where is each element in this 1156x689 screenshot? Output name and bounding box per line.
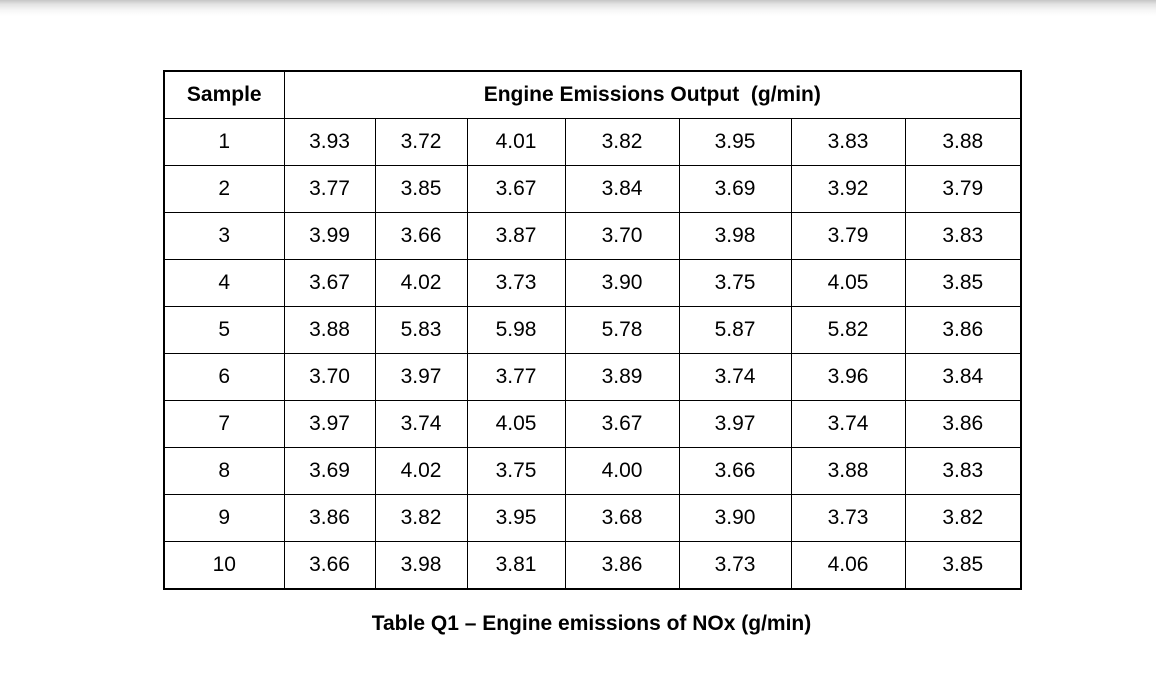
table-row: 9 3.86 3.82 3.95 3.68 3.90 3.73 3.82 <box>163 494 1022 542</box>
sample-number-cell: 4 <box>163 259 285 307</box>
emission-value-cell: 5.82 <box>790 306 906 354</box>
table-row: 7 3.97 3.74 4.05 3.67 3.97 3.74 3.86 <box>163 400 1022 448</box>
emission-value-cell: 3.77 <box>466 353 566 401</box>
emission-value-cell: 3.79 <box>790 212 906 260</box>
emission-value-cell: 3.75 <box>466 447 566 495</box>
emission-value-cell: 3.69 <box>678 165 792 213</box>
emission-value-cell: 3.99 <box>283 212 376 260</box>
emission-value-cell: 3.82 <box>904 494 1022 542</box>
emission-value-cell: 3.86 <box>904 306 1022 354</box>
table-body: 1 3.93 3.72 4.01 3.82 3.95 3.83 3.88 2 3.77 3.85 3.… <box>163 118 1022 590</box>
sample-column-header: Sample <box>163 70 285 119</box>
emission-value-cell: 3.83 <box>790 118 906 166</box>
sample-number-cell: 10 <box>163 541 285 590</box>
emission-value-cell: 3.75 <box>678 259 792 307</box>
sample-number-cell: 7 <box>163 400 285 448</box>
table-row: 10 3.66 3.98 3.81 3.86 3.73 4.06 3.85 <box>163 541 1022 590</box>
emission-value-cell: 3.73 <box>466 259 566 307</box>
emission-value-cell: 3.70 <box>564 212 680 260</box>
emission-value-cell: 5.98 <box>466 306 566 354</box>
emission-value-cell: 3.74 <box>374 400 468 448</box>
header-row: Sample Engine Emissions Output (g/min) <box>163 70 1022 119</box>
emission-value-cell: 4.02 <box>374 259 468 307</box>
emission-value-cell: 3.66 <box>678 447 792 495</box>
emission-value-cell: 3.88 <box>283 306 376 354</box>
emission-value-cell: 3.74 <box>790 400 906 448</box>
emission-value-cell: 3.96 <box>790 353 906 401</box>
emission-value-cell: 3.67 <box>466 165 566 213</box>
emission-value-cell: 4.06 <box>790 541 906 590</box>
emissions-output-header: Engine Emissions Output (g/min) <box>283 70 1022 119</box>
sample-number-cell: 6 <box>163 353 285 401</box>
table-row: 6 3.70 3.97 3.77 3.89 3.74 3.96 3.84 <box>163 353 1022 401</box>
emission-value-cell: 3.68 <box>564 494 680 542</box>
sample-number-cell: 8 <box>163 447 285 495</box>
emission-value-cell: 4.05 <box>466 400 566 448</box>
emission-value-cell: 3.82 <box>374 494 468 542</box>
emission-value-cell: 3.98 <box>678 212 792 260</box>
sample-number-cell: 1 <box>163 118 285 166</box>
emission-value-cell: 3.77 <box>283 165 376 213</box>
emission-value-cell: 3.90 <box>564 259 680 307</box>
table-caption: Table Q1 – Engine emissions of NOx (g/mi… <box>371 612 812 635</box>
table-row: 1 3.93 3.72 4.01 3.82 3.95 3.83 3.88 <box>163 118 1022 166</box>
sample-number-cell: 2 <box>163 165 285 213</box>
emission-value-cell: 3.87 <box>466 212 566 260</box>
sample-number-cell: 3 <box>163 212 285 260</box>
emission-value-cell: 3.92 <box>790 165 906 213</box>
emission-value-cell: 3.97 <box>374 353 468 401</box>
emission-value-cell: 3.67 <box>564 400 680 448</box>
emission-value-cell: 3.72 <box>374 118 468 166</box>
emission-value-cell: 3.88 <box>790 447 906 495</box>
table-row: 4 3.67 4.02 3.73 3.90 3.75 4.05 3.85 <box>163 259 1022 307</box>
emission-value-cell: 3.84 <box>564 165 680 213</box>
emission-value-cell: 3.73 <box>790 494 906 542</box>
sample-number-cell: 5 <box>163 306 285 354</box>
emission-value-cell: 3.66 <box>374 212 468 260</box>
emission-value-cell: 4.05 <box>790 259 906 307</box>
emission-value-cell: 3.83 <box>904 447 1022 495</box>
emission-value-cell: 3.81 <box>466 541 566 590</box>
emission-value-cell: 3.85 <box>904 259 1022 307</box>
emission-value-cell: 3.67 <box>283 259 376 307</box>
table-row: 5 3.88 5.83 5.98 5.78 5.87 5.82 3.86 <box>163 306 1022 354</box>
table-row: 8 3.69 4.02 3.75 4.00 3.66 3.88 3.83 <box>163 447 1022 495</box>
emission-value-cell: 3.97 <box>678 400 792 448</box>
page-top-edge <box>0 0 1156 16</box>
emission-value-cell: 3.70 <box>283 353 376 401</box>
emission-value-cell: 3.85 <box>374 165 468 213</box>
emission-value-cell: 3.86 <box>283 494 376 542</box>
emission-value-cell: 3.66 <box>283 541 376 590</box>
table-row: 3 3.99 3.66 3.87 3.70 3.98 3.79 3.83 <box>163 212 1022 260</box>
emission-value-cell: 3.95 <box>466 494 566 542</box>
emission-value-cell: 3.90 <box>678 494 792 542</box>
emission-value-cell: 3.82 <box>564 118 680 166</box>
emission-value-cell: 3.88 <box>904 118 1022 166</box>
table-row: 2 3.77 3.85 3.67 3.84 3.69 3.92 3.79 <box>163 165 1022 213</box>
emission-value-cell: 3.86 <box>564 541 680 590</box>
table-q1-section: Sample Engine Emissions Output (g/min) 1… <box>163 70 1023 636</box>
emission-value-cell: 3.89 <box>564 353 680 401</box>
emission-value-cell: 3.95 <box>678 118 792 166</box>
emission-value-cell: 3.73 <box>678 541 792 590</box>
emission-value-cell: 4.02 <box>374 447 468 495</box>
emission-value-cell: 3.97 <box>283 400 376 448</box>
emission-value-cell: 5.78 <box>564 306 680 354</box>
emission-value-cell: 3.84 <box>904 353 1022 401</box>
emission-value-cell: 4.01 <box>466 118 566 166</box>
emission-value-cell: 3.74 <box>678 353 792 401</box>
emission-value-cell: 3.86 <box>904 400 1022 448</box>
emission-value-cell: 3.83 <box>904 212 1022 260</box>
emission-value-cell: 3.93 <box>283 118 376 166</box>
emission-value-cell: 3.69 <box>283 447 376 495</box>
emission-value-cell: 3.85 <box>904 541 1022 590</box>
emission-value-cell: 5.87 <box>678 306 792 354</box>
emission-value-cell: 4.00 <box>564 447 680 495</box>
emission-value-cell: 3.79 <box>904 165 1022 213</box>
emission-value-cell: 5.83 <box>374 306 468 354</box>
emission-value-cell: 3.98 <box>374 541 468 590</box>
engine-emissions-table: Sample Engine Emissions Output (g/min) 1… <box>163 70 1023 590</box>
sample-number-cell: 9 <box>163 494 285 542</box>
